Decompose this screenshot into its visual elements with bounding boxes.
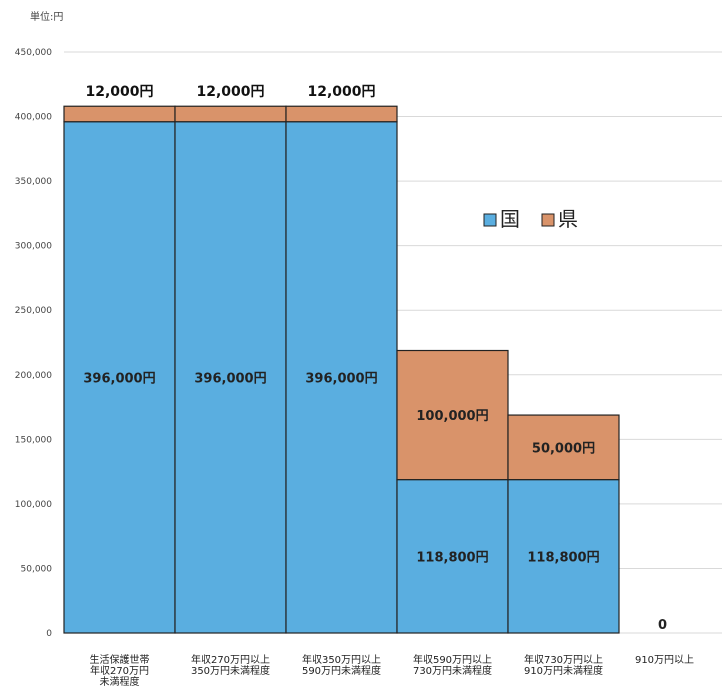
value-label-zero: 0 [658,618,667,633]
legend: 国県 [483,207,578,231]
x-tick-label: 910万円以上 [635,654,694,666]
value-label-ken: 12,000円 [85,84,153,100]
value-label-ken: 100,000円 [416,409,488,424]
y-axis-ticks: 450,000 400,000 350,000 300,000 250,000 200,0… [15,48,52,639]
bar-ken [507,414,620,481]
x-tick-label: 年収270万円 [90,664,149,677]
y-tick-label: 250,000 [15,306,52,316]
value-label-kuni: 396,000円 [194,371,266,386]
value-label-ken: 12,000円 [307,84,375,100]
x-tick-label: 350万円未満程度 [191,664,270,677]
bar-kuni [285,121,398,634]
bar-ken [396,349,509,481]
x-tick-label: 730万円未満程度 [413,664,492,677]
x-tick-label: 生活保護世帯 [90,653,150,666]
y-tick-label: 350,000 [15,177,52,187]
bars [63,105,620,634]
legend-label: 県 [558,207,578,231]
y-tick-label: 200,000 [15,371,52,381]
value-label-kuni: 118,800円 [527,550,599,565]
y-tick-label: 300,000 [15,242,52,252]
x-tick-label: 年収590万円以上 [413,653,492,666]
legend-label: 国 [500,207,520,231]
y-tick-label: 400,000 [15,113,52,123]
x-tick-label: 年収350万円以上 [302,653,381,666]
value-label-kuni: 118,800円 [416,550,488,565]
bar-kuni [396,479,509,634]
bar-kuni [507,479,620,634]
y-tick-label: 50,000 [21,564,53,574]
x-tick-label: 年収270万円以上 [191,653,270,666]
value-labels: 396,000円 12,000円 396,000円 12,000円 396,000円 12… [83,84,667,633]
value-label-ken: 50,000円 [532,441,595,456]
x-tick-label: 年収730万円以上 [524,653,603,666]
y-tick-label: 100,000 [15,500,52,510]
legend-swatch [483,213,497,227]
legend-swatch [541,213,555,227]
bar-kuni [174,121,287,634]
bar-ken [174,105,287,123]
value-label-ken: 12,000円 [196,84,264,100]
x-tick-label: 910万円未満程度 [524,664,603,677]
bar-ken [285,105,398,123]
value-label-kuni: 396,000円 [83,371,155,386]
y-tick-label: 150,000 [15,435,52,445]
y-tick-label: 0 [46,629,52,639]
y-tick-label: 450,000 [15,48,52,58]
x-tick-label: 590万円未満程度 [302,664,381,677]
unit-label: 単位:円 [30,10,63,23]
value-label-kuni: 396,000円 [305,371,377,386]
x-tick-label: 未満程度 [100,675,140,688]
bar-ken [63,105,176,123]
